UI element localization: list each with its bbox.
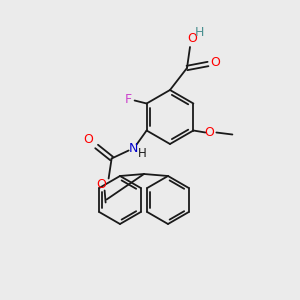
- Text: H: H: [194, 26, 204, 38]
- Text: O: O: [97, 178, 106, 191]
- Text: N: N: [129, 142, 138, 155]
- Text: O: O: [84, 133, 94, 146]
- Text: H: H: [138, 147, 147, 160]
- Text: O: O: [187, 32, 197, 44]
- Text: F: F: [125, 93, 132, 106]
- Text: O: O: [204, 126, 214, 139]
- Text: O: O: [210, 56, 220, 70]
